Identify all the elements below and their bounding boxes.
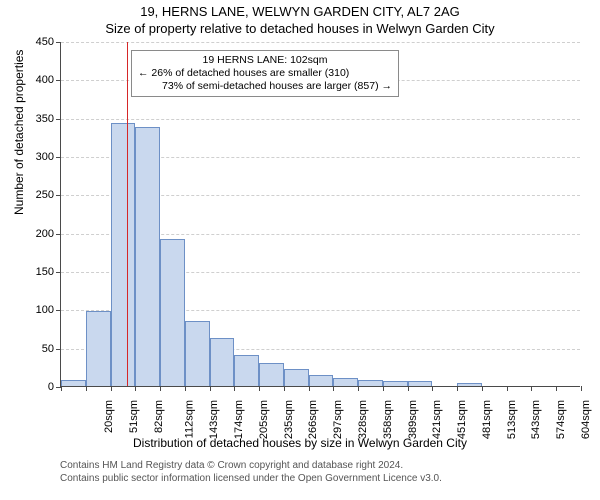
gridline: [61, 119, 580, 120]
ytick-label: 150: [0, 266, 54, 278]
histogram-bar: [111, 123, 136, 386]
ytick-mark: [56, 310, 61, 311]
histogram-bar: [135, 127, 160, 386]
xtick-mark: [160, 386, 161, 391]
xtick-label: 112sqm: [183, 400, 195, 438]
page-title-line1: 19, HERNS LANE, WELWYN GARDEN CITY, AL7 …: [0, 4, 600, 19]
xtick-label: 543sqm: [530, 400, 542, 439]
xtick-mark: [210, 386, 211, 391]
xtick-label: 513sqm: [506, 400, 518, 439]
histogram-bar: [234, 355, 259, 386]
ytick-label: 0: [0, 381, 54, 393]
xtick-mark: [135, 386, 136, 391]
xtick-label: 205sqm: [258, 400, 270, 439]
xtick-mark: [309, 386, 310, 391]
histogram-bar: [358, 380, 383, 386]
xtick-label: 389sqm: [407, 400, 419, 439]
histogram-bar: [185, 321, 210, 386]
xtick-mark: [457, 386, 458, 391]
histogram-bar: [86, 311, 111, 386]
xtick-mark: [86, 386, 87, 391]
ytick-label: 450: [0, 36, 54, 48]
xtick-mark: [581, 386, 582, 391]
xtick-label: 174sqm: [233, 400, 245, 439]
histogram-bar: [210, 338, 235, 386]
ytick-label: 200: [0, 228, 54, 240]
subject-marker-line: [127, 42, 128, 386]
ytick-mark: [56, 234, 61, 235]
xtick-mark: [531, 386, 532, 391]
gridline: [61, 42, 580, 43]
xtick-label: 328sqm: [357, 400, 369, 439]
xtick-label: 20sqm: [103, 400, 115, 433]
ytick-mark: [56, 80, 61, 81]
xtick-mark: [507, 386, 508, 391]
annotation-box: 19 HERNS LANE: 102sqm← 26% of detached h…: [131, 50, 399, 97]
histogram-bar: [61, 380, 86, 386]
histogram-bar: [259, 363, 284, 386]
xtick-label: 481sqm: [481, 400, 493, 439]
histogram-bar: [383, 381, 408, 386]
ytick-label: 300: [0, 151, 54, 163]
xtick-label: 451sqm: [456, 400, 468, 439]
xtick-label: 574sqm: [555, 400, 567, 439]
xtick-mark: [358, 386, 359, 391]
xtick-mark: [432, 386, 433, 391]
xtick-label: 143sqm: [209, 400, 221, 439]
ytick-mark: [56, 119, 61, 120]
ytick-mark: [56, 157, 61, 158]
ytick-label: 400: [0, 74, 54, 86]
ytick-label: 250: [0, 189, 54, 201]
histogram-bar: [457, 383, 482, 386]
xtick-mark: [333, 386, 334, 391]
histogram-bar: [284, 369, 309, 386]
xtick-label: 82sqm: [153, 400, 165, 433]
histogram-bar: [408, 381, 433, 386]
xtick-mark: [111, 386, 112, 391]
ytick-mark: [56, 349, 61, 350]
xtick-mark: [284, 386, 285, 391]
plot-area: 19 HERNS LANE: 102sqm← 26% of detached h…: [60, 42, 580, 387]
xtick-label: 266sqm: [308, 400, 320, 439]
xtick-label: 235sqm: [283, 400, 295, 439]
ytick-label: 100: [0, 304, 54, 316]
xtick-mark: [185, 386, 186, 391]
xtick-mark: [61, 386, 62, 391]
xtick-label: 51sqm: [128, 400, 140, 433]
histogram-bar: [160, 239, 185, 386]
ytick-mark: [56, 272, 61, 273]
ytick-label: 50: [0, 343, 54, 355]
histogram-bar: [309, 375, 334, 387]
footer-line2: Contains public sector information licen…: [60, 473, 442, 486]
histogram-bar: [333, 378, 358, 386]
annotation-line3: 73% of semi-detached houses are larger (…: [138, 80, 392, 93]
xtick-label: 604sqm: [580, 400, 592, 439]
footer-attribution: Contains HM Land Registry data © Crown c…: [60, 460, 442, 485]
xtick-mark: [408, 386, 409, 391]
xtick-mark: [556, 386, 557, 391]
ytick-mark: [56, 195, 61, 196]
xtick-mark: [383, 386, 384, 391]
ytick-mark: [56, 42, 61, 43]
annotation-line2: ← 26% of detached houses are smaller (31…: [138, 67, 392, 80]
footer-line1: Contains HM Land Registry data © Crown c…: [60, 460, 442, 473]
xtick-mark: [259, 386, 260, 391]
page-title-line2: Size of property relative to detached ho…: [0, 21, 600, 36]
xtick-label: 358sqm: [382, 400, 394, 439]
xtick-label: 421sqm: [431, 400, 443, 439]
annotation-line1: 19 HERNS LANE: 102sqm: [138, 54, 392, 67]
xtick-mark: [482, 386, 483, 391]
chart-container: 19 HERNS LANE: 102sqm← 26% of detached h…: [60, 42, 580, 387]
ytick-label: 350: [0, 113, 54, 125]
xtick-label: 297sqm: [332, 400, 344, 439]
xtick-mark: [234, 386, 235, 391]
